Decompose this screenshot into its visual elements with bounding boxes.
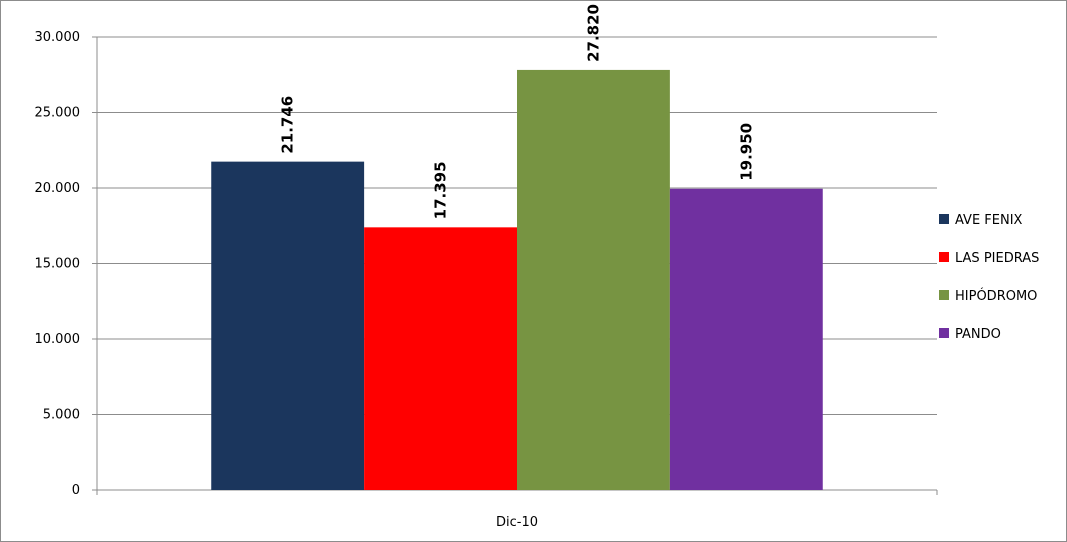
x-tick-label: Dic-10 — [496, 515, 538, 530]
legend-swatch — [939, 214, 949, 224]
bar-pando — [669, 188, 823, 490]
y-tick-label: 20.000 — [35, 181, 81, 196]
legend-label: HIPÓDROMO — [955, 288, 1037, 304]
data-labels: 21.746 17.395 27.820 19.950 — [279, 4, 756, 219]
legend-swatch — [939, 328, 949, 338]
bar-las-piedras — [364, 227, 517, 490]
legend-label: AVE FENIX — [955, 213, 1023, 228]
y-tick-label: 15.000 — [35, 257, 81, 272]
bar-ave-fenix — [211, 161, 365, 490]
data-label: 27.820 — [584, 4, 602, 62]
legend-label: LAS PIEDRAS — [955, 251, 1039, 266]
y-tick-label: 5.000 — [43, 408, 80, 423]
legend-label: PANDO — [955, 327, 1001, 342]
y-tick-label: 25.000 — [35, 106, 81, 121]
legend-swatch — [939, 252, 949, 262]
bars — [211, 69, 823, 490]
y-tick-label: 0 — [72, 483, 80, 498]
data-label: 17.395 — [432, 161, 450, 219]
legend: AVE FENIX LAS PIEDRAS HIPÓDROMO PANDO — [939, 213, 1039, 342]
legend-swatch — [939, 290, 949, 300]
y-tick-label: 10.000 — [35, 332, 81, 347]
y-tick-label: 30.000 — [35, 30, 81, 45]
data-label: 19.950 — [737, 123, 755, 181]
bar-hip-dromo — [517, 69, 670, 490]
data-label: 21.746 — [279, 96, 297, 154]
